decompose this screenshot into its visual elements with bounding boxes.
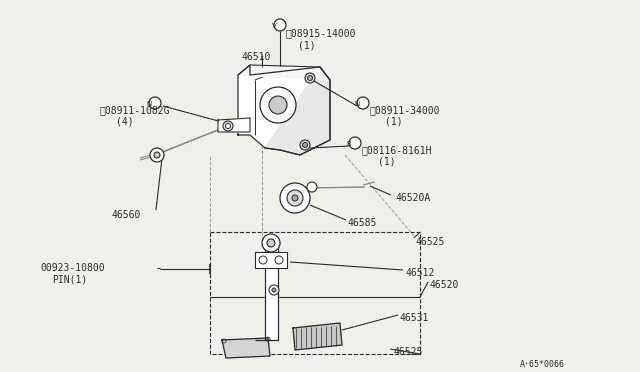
Text: PIN(1): PIN(1) xyxy=(52,275,87,285)
Polygon shape xyxy=(293,323,342,350)
Text: N: N xyxy=(147,101,152,107)
Circle shape xyxy=(307,182,317,192)
Text: N: N xyxy=(355,101,360,107)
Polygon shape xyxy=(218,118,250,132)
Text: (1): (1) xyxy=(385,117,403,127)
Circle shape xyxy=(269,96,287,114)
Text: 46510: 46510 xyxy=(242,52,271,62)
Text: (1): (1) xyxy=(298,40,316,50)
Circle shape xyxy=(303,142,307,148)
Circle shape xyxy=(269,285,279,295)
Circle shape xyxy=(307,76,312,80)
Text: 46525: 46525 xyxy=(416,237,445,247)
Text: ⒲08116-8161H: ⒲08116-8161H xyxy=(362,145,433,155)
Circle shape xyxy=(149,97,161,109)
Text: 00923-10800: 00923-10800 xyxy=(40,263,104,273)
Circle shape xyxy=(274,19,286,31)
Circle shape xyxy=(222,339,226,343)
Text: ⓝ08911-1082G: ⓝ08911-1082G xyxy=(100,105,170,115)
Circle shape xyxy=(150,148,164,162)
Circle shape xyxy=(262,234,280,252)
Text: 46520A: 46520A xyxy=(395,193,430,203)
Polygon shape xyxy=(222,338,270,358)
Text: B: B xyxy=(347,141,351,147)
Circle shape xyxy=(280,183,310,213)
Text: V: V xyxy=(271,23,276,29)
Circle shape xyxy=(305,73,315,83)
Polygon shape xyxy=(265,240,278,340)
Text: 46520: 46520 xyxy=(430,280,460,290)
Polygon shape xyxy=(238,65,330,80)
Text: 46512: 46512 xyxy=(405,268,435,278)
Circle shape xyxy=(266,337,270,341)
Polygon shape xyxy=(238,65,330,155)
Circle shape xyxy=(223,121,233,131)
Text: 46560: 46560 xyxy=(112,210,141,220)
Circle shape xyxy=(154,152,160,158)
Circle shape xyxy=(357,97,369,109)
Text: 46525: 46525 xyxy=(393,347,422,357)
Circle shape xyxy=(225,124,230,128)
Text: Ⓥ08915-14000: Ⓥ08915-14000 xyxy=(285,28,355,38)
Bar xyxy=(210,232,420,354)
Circle shape xyxy=(287,190,303,206)
Text: ⓝ08911-34000: ⓝ08911-34000 xyxy=(370,105,440,115)
Circle shape xyxy=(259,256,267,264)
Circle shape xyxy=(267,239,275,247)
Circle shape xyxy=(272,288,276,292)
Bar xyxy=(255,252,287,268)
Circle shape xyxy=(300,140,310,150)
Circle shape xyxy=(349,137,361,149)
Text: (1): (1) xyxy=(378,157,396,167)
Circle shape xyxy=(292,195,298,201)
Circle shape xyxy=(275,256,283,264)
Text: (4): (4) xyxy=(116,117,134,127)
Text: 46531: 46531 xyxy=(400,313,429,323)
Circle shape xyxy=(260,87,296,123)
Text: 46585: 46585 xyxy=(348,218,378,228)
Text: A·65*0066: A·65*0066 xyxy=(520,360,565,369)
Polygon shape xyxy=(265,67,330,155)
